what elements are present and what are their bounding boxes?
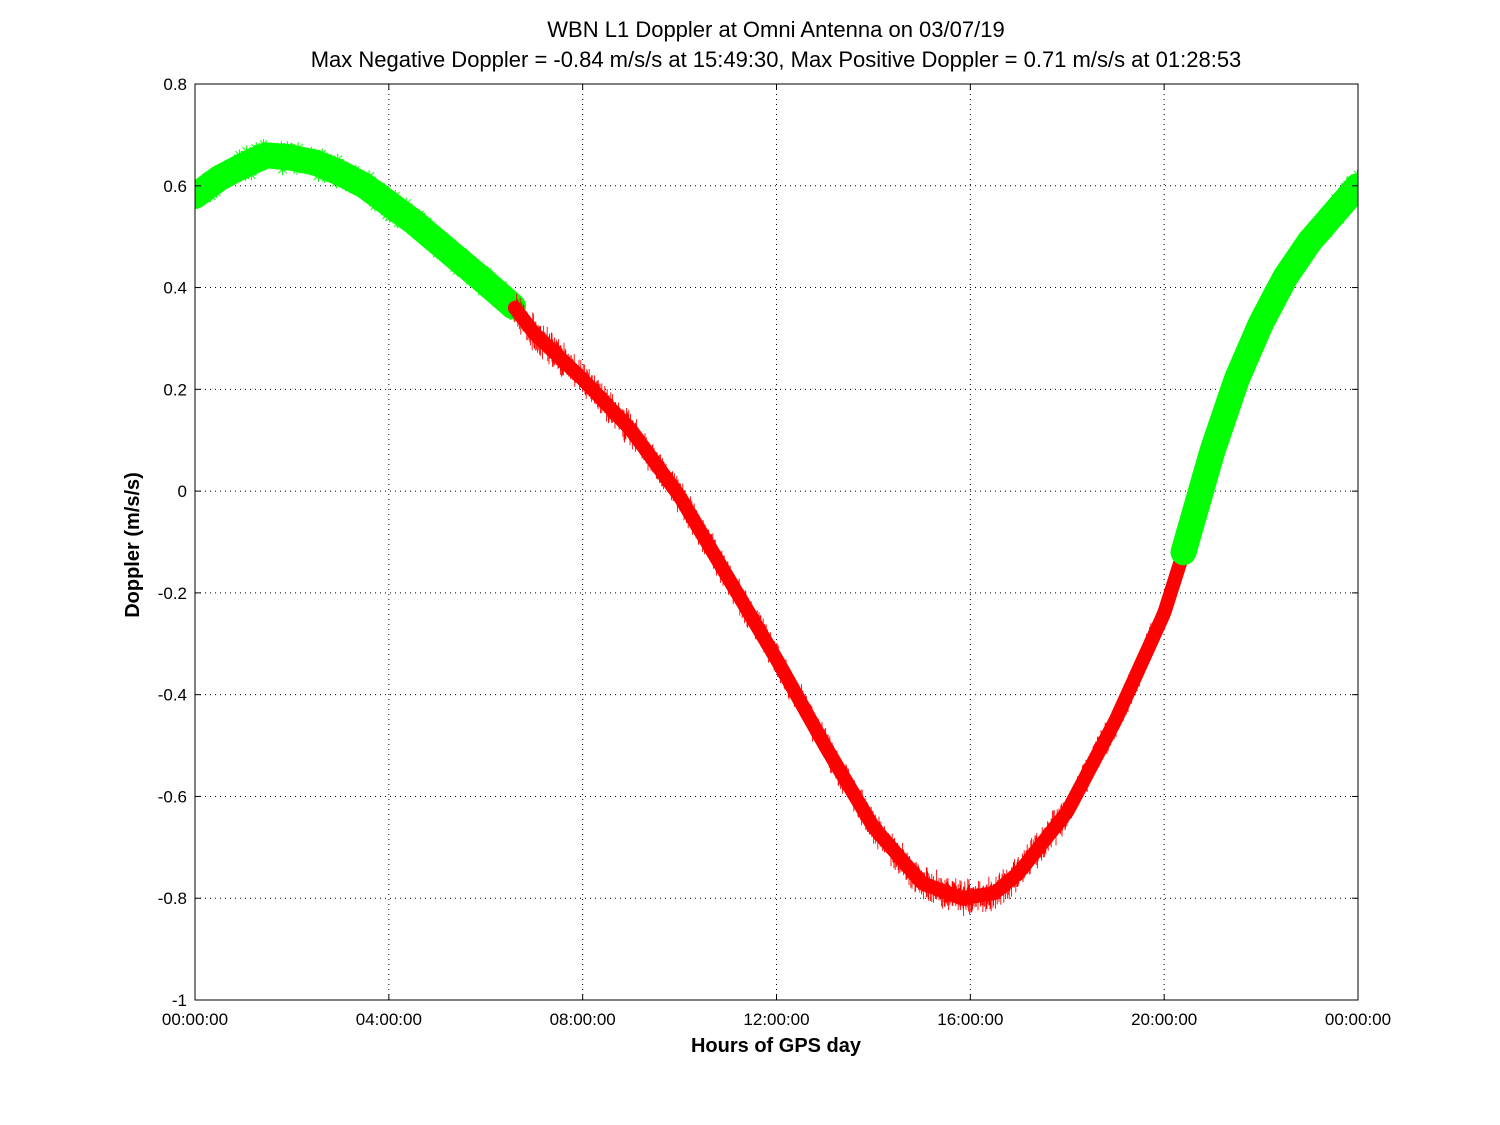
- chart-subtitle: Max Negative Doppler = -0.84 m/s/s at 15…: [311, 47, 1242, 72]
- x-tick-label: 16:00:00: [937, 1010, 1003, 1029]
- series-1-band: [514, 293, 1184, 916]
- axis-ticks: 00:00:00 04:00:00 08:00:00 12:00:00 16:00:00…: [158, 75, 1391, 1029]
- y-tick-label: 0.2: [163, 380, 187, 399]
- x-tick-label: 20:00:00: [1131, 1010, 1197, 1029]
- x-tick-label: 00:00:00: [1325, 1010, 1391, 1029]
- y-tick-label: -0.8: [158, 889, 187, 908]
- chart-title: WBN L1 Doppler at Omni Antenna on 03/07/…: [547, 17, 1004, 42]
- x-tick-label: 00:00:00: [162, 1010, 228, 1029]
- x-tick-label: 08:00:00: [550, 1010, 616, 1029]
- y-tick-label: 0.8: [163, 75, 187, 94]
- series-2-markers: [1177, 169, 1358, 559]
- x-tick-label: 12:00:00: [743, 1010, 809, 1029]
- series-1: [507, 293, 1190, 916]
- series-1-line: [507, 300, 1190, 906]
- plot-area: [195, 138, 1358, 916]
- y-tick-label: 0.6: [163, 177, 187, 196]
- y-tick-label: -0.2: [158, 584, 187, 603]
- y-tick-label: -0.6: [158, 787, 187, 806]
- series-0: [195, 138, 526, 322]
- series-0-markers: [195, 138, 521, 322]
- y-tick-label: -1: [172, 991, 187, 1010]
- series-2-body: [1170, 173, 1358, 566]
- y-tick-label: 0.4: [163, 279, 187, 298]
- x-axis-label: Hours of GPS day: [691, 1035, 862, 1057]
- x-tick-label: 04:00:00: [356, 1010, 422, 1029]
- y-tick-label: -0.4: [158, 686, 187, 705]
- y-axis-label: Doppler (m/s/s): [122, 472, 144, 618]
- y-tick-label: 0: [178, 482, 187, 501]
- series-2: [1170, 169, 1358, 566]
